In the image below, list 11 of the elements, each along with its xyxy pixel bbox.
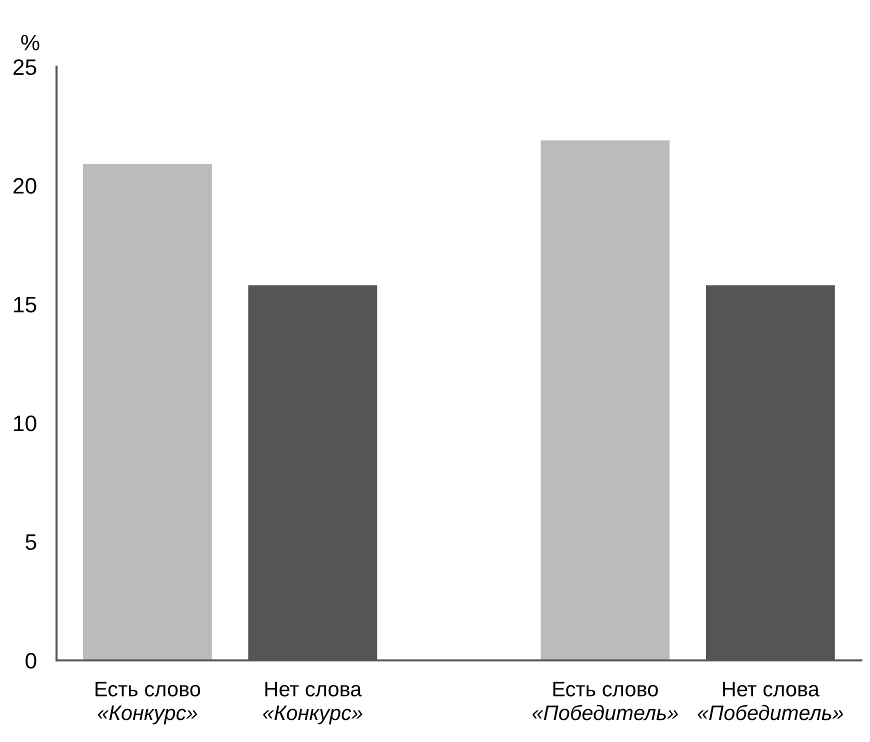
y-axis-title: % (21, 34, 40, 50)
x-tick-label: Нет слова «Конкурс» (263, 682, 362, 724)
x-tick-label: Нет слова «Победитель» (698, 682, 844, 720)
y-tick-label: 0 (26, 652, 36, 669)
x-tick-label: Есть слово «Конкурс» (96, 682, 200, 724)
y-tick-label: 5 (26, 534, 36, 550)
y-tick-label: 10 (14, 415, 36, 432)
y-tick-label: 15 (14, 296, 36, 312)
x-tick-label: Есть слово «Победитель» (532, 682, 678, 720)
y-tick-label: 20 (14, 178, 36, 194)
y-tick-label: 25 (14, 59, 36, 76)
